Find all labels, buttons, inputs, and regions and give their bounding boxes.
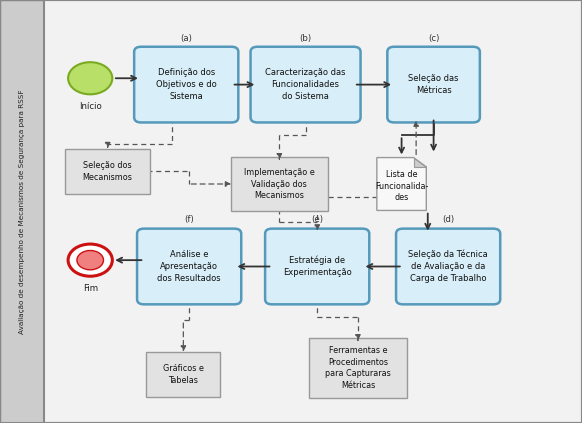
FancyBboxPatch shape xyxy=(44,0,582,423)
Text: Seleção dos
Mecanismos: Seleção dos Mecanismos xyxy=(83,161,133,182)
Text: (b): (b) xyxy=(300,33,311,42)
Text: Seleção da Técnica
de Avaliação e da
Carga de Trabalho: Seleção da Técnica de Avaliação e da Car… xyxy=(408,250,488,283)
Text: Avaliação de desempenho de Mecanismos de Segurança para RSSF: Avaliação de desempenho de Mecanismos de… xyxy=(19,89,24,334)
Text: (a): (a) xyxy=(180,33,192,42)
FancyBboxPatch shape xyxy=(0,0,44,423)
Text: Definição dos
Objetivos e do
Sistema: Definição dos Objetivos e do Sistema xyxy=(156,68,217,101)
Text: Lista de
Funcionalida-
des: Lista de Funcionalida- des xyxy=(375,170,428,202)
FancyBboxPatch shape xyxy=(250,47,360,123)
Text: (d): (d) xyxy=(442,215,454,224)
FancyBboxPatch shape xyxy=(65,149,150,194)
Text: Caracterização das
Funcionalidades
do Sistema: Caracterização das Funcionalidades do Si… xyxy=(265,68,346,101)
Text: Estratégia de
Experimentação: Estratégia de Experimentação xyxy=(283,256,352,277)
FancyBboxPatch shape xyxy=(265,229,370,305)
Circle shape xyxy=(68,244,112,276)
Polygon shape xyxy=(413,158,426,167)
Circle shape xyxy=(77,250,104,270)
Text: (e): (e) xyxy=(311,215,323,224)
FancyBboxPatch shape xyxy=(137,229,241,305)
Polygon shape xyxy=(377,158,426,211)
Text: Análise e
Apresentação
dos Resultados: Análise e Apresentação dos Resultados xyxy=(157,250,221,283)
FancyBboxPatch shape xyxy=(396,229,500,305)
Text: (c): (c) xyxy=(428,33,439,42)
FancyBboxPatch shape xyxy=(310,338,406,398)
Text: Fim: Fim xyxy=(83,284,98,293)
Text: Implementação e
Validação dos
Mecanismos: Implementação e Validação dos Mecanismos xyxy=(244,168,315,201)
FancyBboxPatch shape xyxy=(134,47,239,123)
Text: Ferramentas e
Procedimentos
para Capturaras
Métricas: Ferramentas e Procedimentos para Captura… xyxy=(325,346,391,390)
Text: Gráficos e
Tabelas: Gráficos e Tabelas xyxy=(163,364,204,385)
FancyBboxPatch shape xyxy=(388,47,480,123)
Text: (f): (f) xyxy=(184,215,194,224)
Circle shape xyxy=(68,62,112,94)
Text: Início: Início xyxy=(79,102,102,111)
FancyBboxPatch shape xyxy=(147,352,220,397)
FancyBboxPatch shape xyxy=(230,157,328,211)
Text: Seleção das
Métricas: Seleção das Métricas xyxy=(409,74,459,95)
